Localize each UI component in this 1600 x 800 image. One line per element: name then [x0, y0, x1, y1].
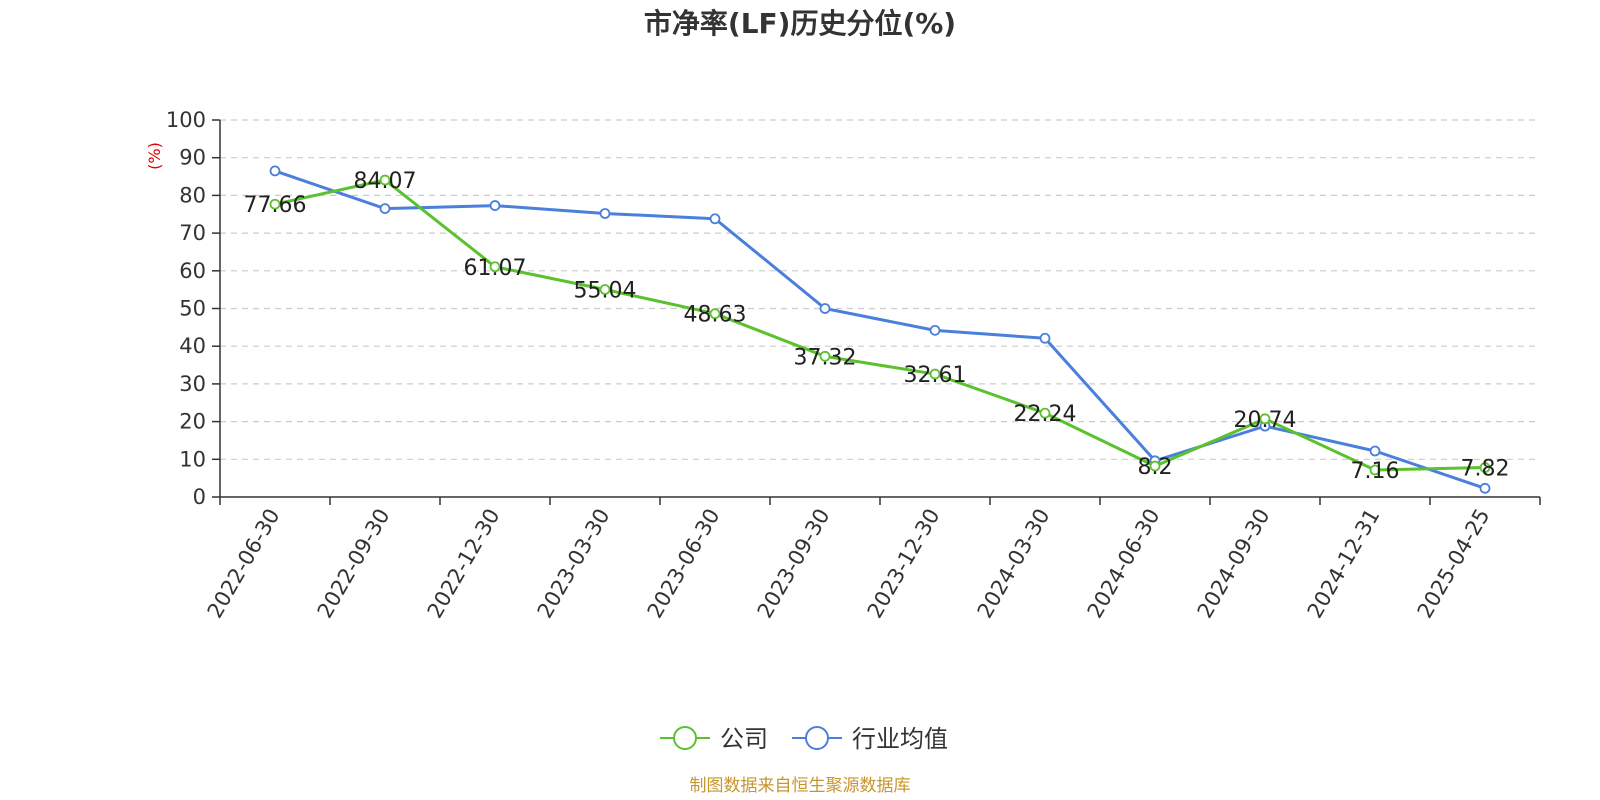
x-tick-label: 2023-03-30 [533, 505, 615, 623]
series-point-0[interactable] [1039, 407, 1051, 419]
series-point-0[interactable] [1479, 462, 1491, 473]
data-label: 61.07 [464, 256, 527, 281]
series-point-1[interactable] [819, 303, 831, 314]
legend-item-0[interactable]: 公司 [660, 725, 768, 753]
legend-marker-icon [805, 726, 829, 750]
data-label: 7.16 [1351, 459, 1400, 484]
legend-item-1[interactable]: 行业均值 [792, 725, 948, 753]
legend[interactable]: 公司 行业均值 [660, 725, 948, 753]
y-tick-label: 10 [179, 447, 206, 471]
series-point-0[interactable] [379, 174, 391, 186]
series-point-0[interactable] [1369, 464, 1381, 476]
series-point-1[interactable] [709, 213, 721, 225]
data-label: 22.24 [1014, 402, 1077, 427]
x-tick-label: 2023-06-30 [643, 505, 725, 623]
data-label: 37.32 [794, 345, 857, 370]
series-point-1[interactable] [489, 200, 501, 211]
series-point-0[interactable] [819, 350, 831, 362]
legend-label: 公司 [720, 725, 768, 753]
data-label: 48.63 [684, 303, 747, 328]
data-label: 84.07 [354, 169, 417, 194]
source-note: 制图数据来自恒生聚源数据库 [690, 776, 911, 796]
y-tick-label: 20 [179, 410, 206, 434]
x-tick-label: 2023-12-30 [863, 505, 945, 623]
y-tick-label: 0 [193, 485, 206, 509]
series-point-0[interactable] [1259, 413, 1271, 425]
series-line-0 [274, 178, 1486, 472]
series-line-1 [274, 169, 1486, 490]
y-tick-label: 80 [179, 183, 206, 207]
series-point-1[interactable] [1039, 332, 1051, 344]
x-tick-label: 2022-12-30 [423, 505, 505, 623]
series-layer [269, 165, 1491, 494]
x-tick-label: 2024-09-30 [1193, 505, 1275, 623]
y-tick-label: 60 [179, 259, 206, 283]
data-labels: 77.66 84.07 61.07 55.04 48.63 37.32 32.61 22.24… [244, 169, 1510, 484]
data-label: 20.74 [1234, 408, 1297, 433]
chart-title: 市净率(LF)历史分位(%) [644, 7, 956, 40]
data-label: 7.82 [1461, 457, 1510, 482]
series-point-1[interactable] [599, 208, 611, 219]
y-tick-label: 100 [166, 108, 206, 132]
data-label: 8.2 [1138, 455, 1173, 480]
x-tick-label: 2025-04-25 [1413, 505, 1495, 623]
series-point-0[interactable] [929, 368, 941, 380]
y-tick-label: 70 [179, 221, 206, 245]
x-tick-label: 2022-06-30 [203, 505, 285, 623]
x-tick-label: 2024-12-31 [1303, 505, 1385, 623]
legend-label: 行业均值 [852, 725, 948, 753]
series-point-0[interactable] [1149, 460, 1161, 472]
x-tick-label: 2022-09-30 [313, 505, 395, 623]
y-tick-label: 30 [179, 372, 206, 396]
series-point-0[interactable] [269, 198, 281, 210]
legend-marker-icon [673, 726, 697, 750]
x-tick-label: 2024-03-30 [973, 505, 1055, 623]
series-point-1[interactable] [269, 165, 281, 177]
data-label: 77.66 [244, 193, 307, 218]
series-point-1[interactable] [1369, 445, 1381, 457]
x-tick-label: 2024-06-30 [1083, 505, 1165, 623]
series-point-0[interactable] [599, 284, 611, 295]
y-tick-label: 40 [179, 334, 206, 358]
series-point-0[interactable] [489, 261, 501, 273]
series-point-0[interactable] [709, 308, 721, 320]
series-point-1[interactable] [379, 203, 391, 214]
series-point-1[interactable] [1479, 482, 1491, 494]
data-label: 55.04 [574, 278, 637, 303]
series-point-1[interactable] [929, 324, 941, 336]
data-label: 32.61 [904, 363, 967, 388]
y-tick-label: 50 [179, 297, 206, 321]
y-axis-label: (%) [145, 142, 164, 170]
grid-lines [220, 119, 1540, 460]
y-tick-label: 90 [179, 146, 206, 170]
x-tick-label: 2023-09-30 [753, 505, 835, 623]
